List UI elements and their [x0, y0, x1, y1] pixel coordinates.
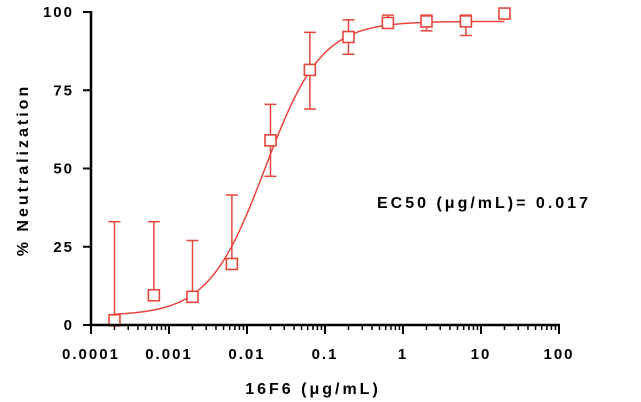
data-point: [264, 134, 277, 147]
x-axis-ticks: 0.0001 0.001 0.01 0.1 1 10 100: [62, 325, 574, 363]
y-tick-label: 75: [53, 82, 74, 99]
data-point: [381, 16, 395, 30]
data-point: [147, 288, 161, 302]
x-tick-label: 0.01: [228, 346, 265, 363]
x-tick-label: 10: [471, 346, 492, 363]
data-point: [186, 290, 199, 304]
y-axis-title: % Neutralization: [15, 84, 32, 256]
x-tick-label: 0.1: [312, 346, 339, 363]
x-tick-label: 0.001: [145, 346, 193, 363]
y-tick-label: 0: [64, 317, 74, 334]
ec50-annotation: EC50 (μg/mL)= 0.017: [377, 195, 591, 212]
x-tick-label: 0.0001: [62, 346, 120, 363]
x-tick-label: 100: [543, 346, 574, 363]
y-tick-label: 50: [53, 161, 74, 178]
data-point: [342, 30, 355, 44]
data-point: [225, 257, 239, 271]
y-axis-ticks: 0 25 50 75 100: [43, 4, 91, 334]
plot-area: [108, 7, 511, 327]
y-tick-label: 25: [53, 239, 74, 256]
x-axis-title: 16F6 (μg/mL): [245, 381, 381, 398]
data-point: [498, 7, 511, 20]
data-point: [420, 15, 433, 28]
x-tick-label: 1: [398, 346, 408, 363]
y-tick-label: 100: [43, 4, 74, 21]
data-point: [459, 15, 473, 28]
data-point: [303, 63, 317, 77]
